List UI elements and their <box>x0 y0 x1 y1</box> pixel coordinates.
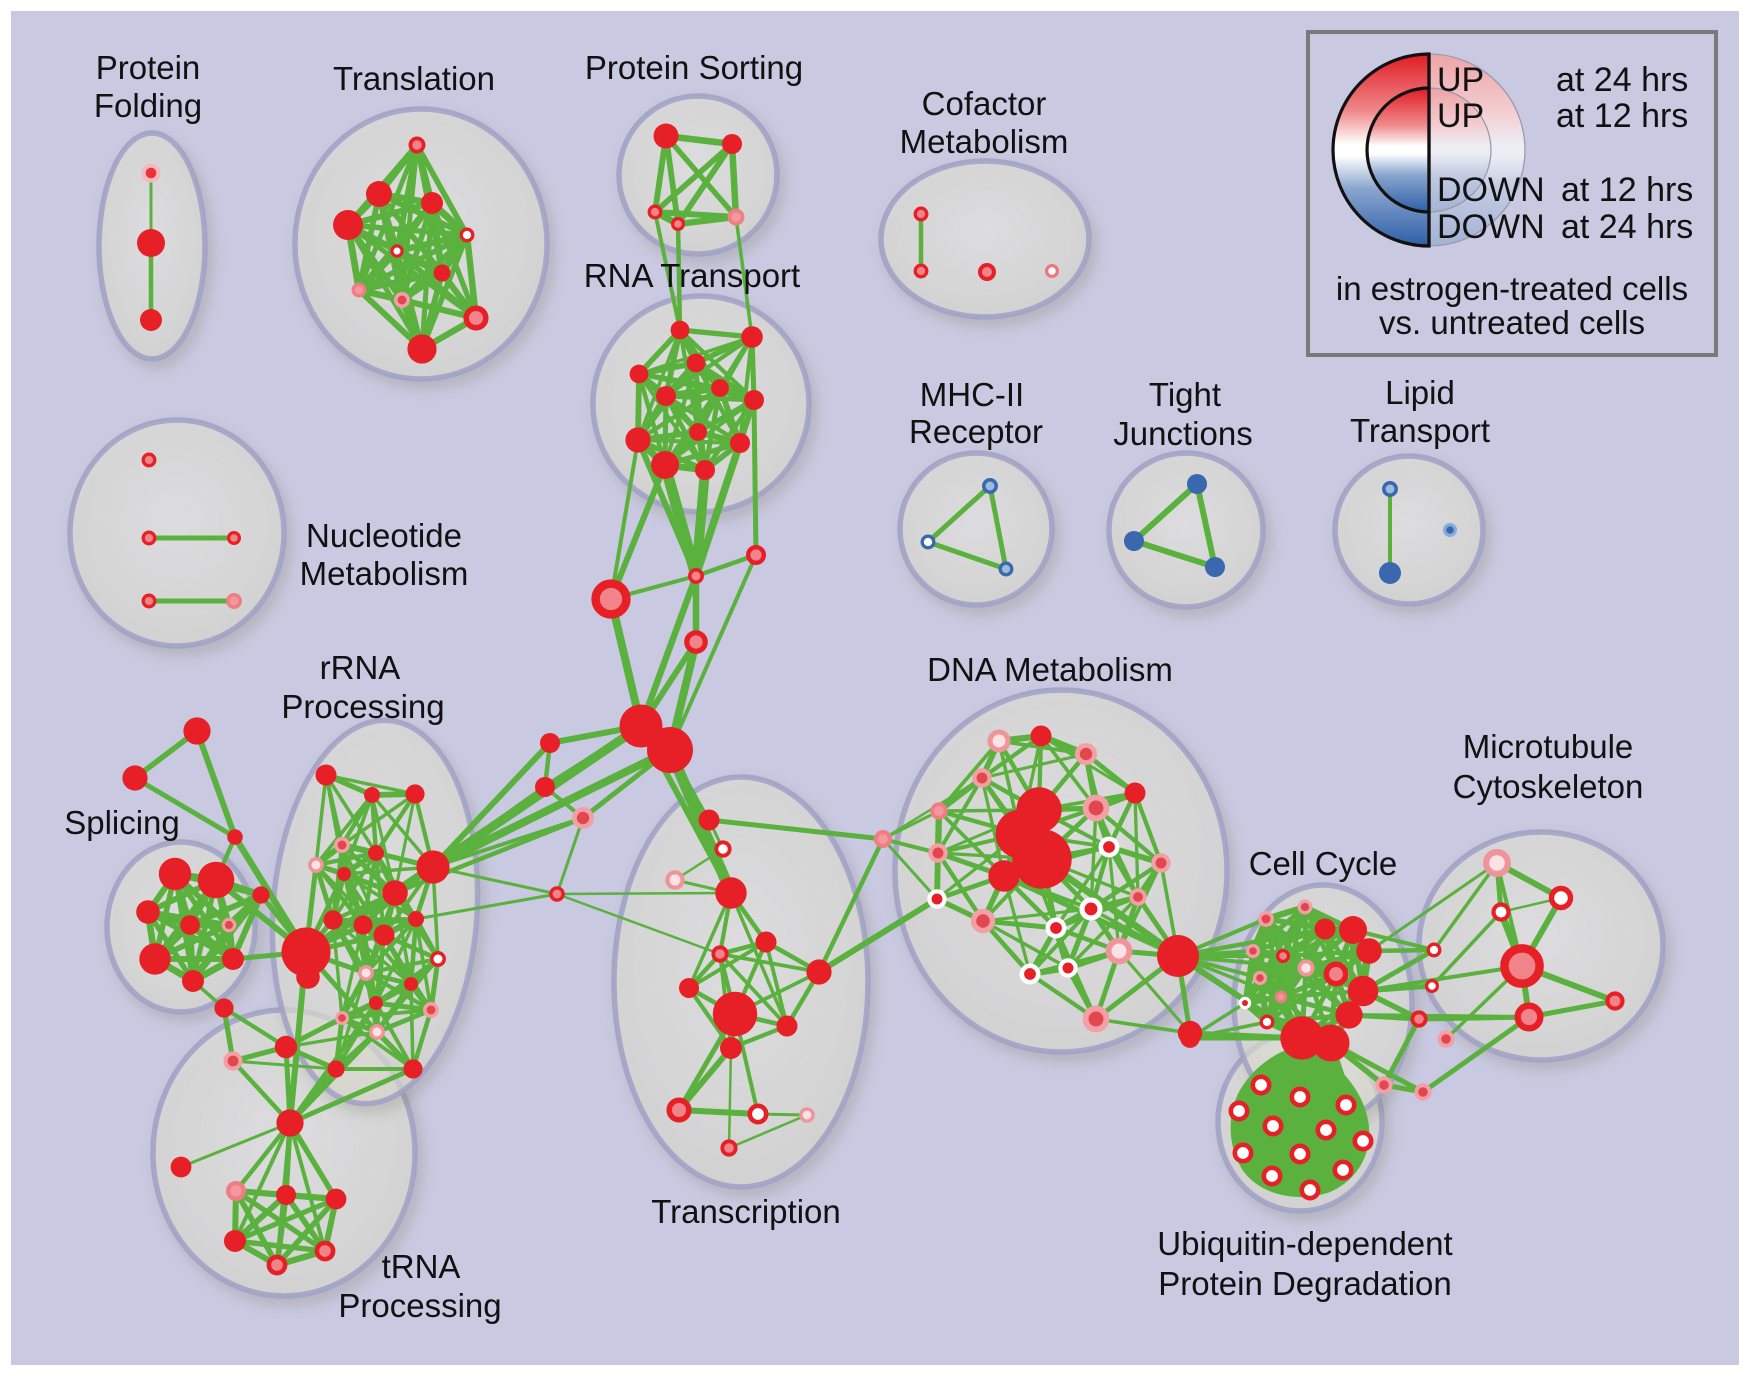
svg-text:Protein Degradation: Protein Degradation <box>1158 1265 1452 1302</box>
svg-text:MHC-II: MHC-II <box>920 376 1024 413</box>
svg-text:Processing: Processing <box>281 688 444 725</box>
svg-text:in estrogen-treated cells: in estrogen-treated cells <box>1336 270 1688 307</box>
svg-text:Metabolism: Metabolism <box>900 123 1069 160</box>
svg-text:Cytoskeleton: Cytoskeleton <box>1453 768 1644 805</box>
svg-text:DNA Metabolism: DNA Metabolism <box>927 651 1173 688</box>
svg-text:Lipid: Lipid <box>1385 374 1455 411</box>
svg-text:DOWN: DOWN <box>1437 171 1545 209</box>
svg-text:at 24 hrs: at 24 hrs <box>1561 208 1693 246</box>
svg-text:Folding: Folding <box>94 87 202 124</box>
svg-text:Protein Sorting: Protein Sorting <box>585 49 803 86</box>
svg-text:at 24 hrs: at 24 hrs <box>1556 61 1688 99</box>
svg-text:Tight: Tight <box>1149 376 1221 413</box>
svg-text:Transcription: Transcription <box>651 1193 841 1230</box>
svg-text:UP: UP <box>1437 97 1484 135</box>
svg-text:Splicing: Splicing <box>64 804 180 841</box>
svg-text:rRNA: rRNA <box>320 649 401 686</box>
svg-text:Cofactor: Cofactor <box>922 85 1047 122</box>
svg-text:Receptor: Receptor <box>909 413 1043 450</box>
svg-text:tRNA: tRNA <box>382 1248 461 1285</box>
svg-text:Microtubule: Microtubule <box>1463 728 1634 765</box>
svg-text:Transport: Transport <box>1350 412 1490 449</box>
svg-text:vs. untreated cells: vs. untreated cells <box>1379 304 1645 341</box>
svg-text:Metabolism: Metabolism <box>300 555 469 592</box>
svg-text:Cell Cycle: Cell Cycle <box>1249 845 1398 882</box>
svg-text:Junctions: Junctions <box>1113 415 1252 452</box>
svg-text:Nucleotide: Nucleotide <box>306 517 462 554</box>
svg-text:at 12 hrs: at 12 hrs <box>1556 97 1688 135</box>
svg-text:DOWN: DOWN <box>1437 208 1545 246</box>
svg-text:Processing: Processing <box>338 1287 501 1324</box>
svg-text:Ubiquitin-dependent: Ubiquitin-dependent <box>1157 1225 1452 1262</box>
svg-text:RNA Transport: RNA Transport <box>584 257 800 294</box>
svg-text:Translation: Translation <box>333 60 495 97</box>
svg-text:Protein: Protein <box>96 49 201 86</box>
svg-text:at 12 hrs: at 12 hrs <box>1561 171 1693 209</box>
svg-text:UP: UP <box>1437 61 1484 99</box>
